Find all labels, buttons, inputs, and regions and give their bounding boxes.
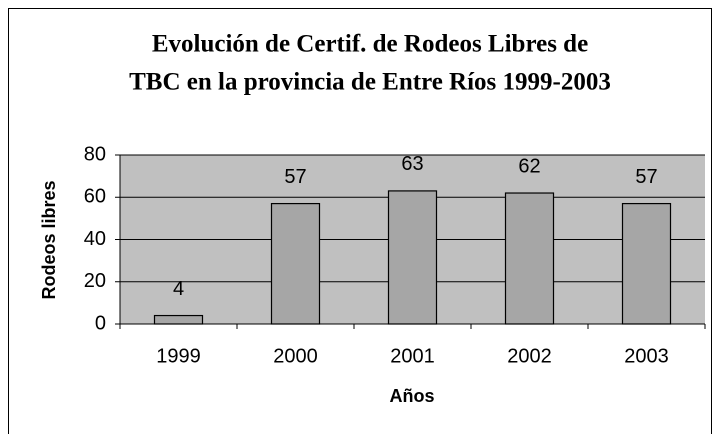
- bar: [270, 202, 321, 325]
- bar: [504, 192, 555, 325]
- x-tick-label: 2001: [390, 345, 435, 367]
- y-tick-label: 80: [84, 143, 106, 165]
- bar: [153, 314, 204, 325]
- bar: [387, 190, 438, 325]
- data-label: 57: [284, 166, 306, 188]
- y-tick-label: 20: [84, 270, 106, 292]
- x-axis-title: Años: [390, 386, 435, 406]
- data-label: 4: [173, 278, 184, 300]
- data-label: 62: [518, 155, 540, 177]
- bar: [621, 202, 672, 325]
- y-axis-title: Rodeos libres: [39, 180, 59, 299]
- x-tick-label: 2002: [507, 345, 552, 367]
- chart-title: Evolución de Certif. de Rodeos Libres de: [152, 31, 588, 58]
- chart-title: TBC en la provincia de Entre Ríos 1999-2…: [129, 69, 611, 96]
- x-tick-label: 1999: [156, 345, 201, 367]
- data-label: 57: [635, 166, 657, 188]
- data-label: 63: [401, 153, 423, 175]
- x-tick-label: 2003: [624, 345, 669, 367]
- y-tick-label: 40: [84, 228, 106, 250]
- y-tick-label: 0: [95, 312, 106, 334]
- x-tick-label: 2000: [273, 345, 318, 367]
- y-tick-label: 60: [84, 186, 106, 208]
